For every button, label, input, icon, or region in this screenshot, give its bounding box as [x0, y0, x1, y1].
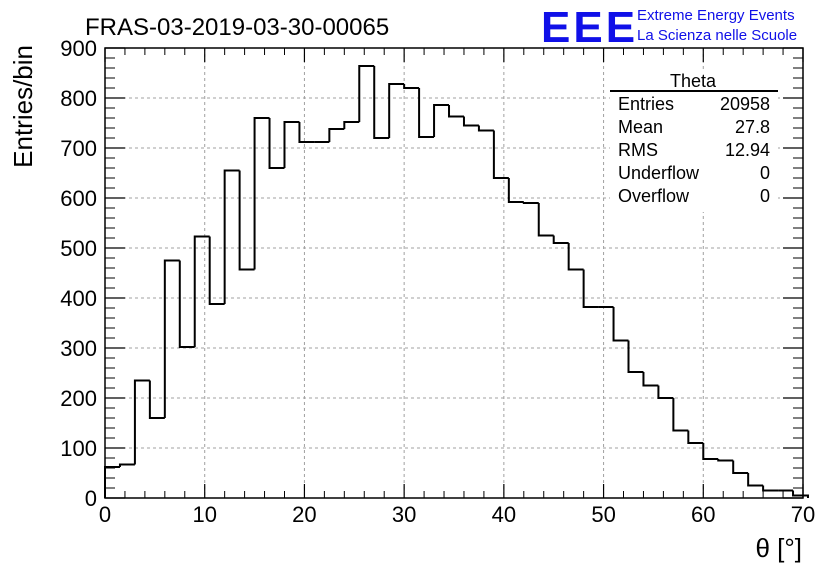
eee-logo-line2: La Scienza nelle Scuole: [637, 27, 797, 44]
histogram-bin: [612, 307, 629, 342]
histogram-bin: [672, 398, 689, 432]
plot-frame: [104, 47, 804, 499]
eee-logo-mark: EEE: [541, 3, 638, 52]
x-tick-label: 60: [691, 502, 715, 527]
stats-entries-value: 20958: [720, 94, 770, 114]
y-tick-label: 400: [60, 286, 97, 311]
histogram-bin: [717, 459, 734, 462]
histogram-bin: [268, 118, 285, 169]
stats-box-background: [610, 72, 778, 212]
histogram-bin: [552, 235, 569, 244]
histogram-bin: [104, 466, 120, 498]
histogram-bin: [298, 122, 315, 143]
x-tick-label: 10: [192, 502, 216, 527]
x-tick-label: 20: [292, 502, 316, 527]
stats-box: Theta Entries 20958 Mean 27.8 RMS 12.94 …: [610, 71, 778, 212]
x-tick-label: 0: [99, 502, 111, 527]
histogram-bin: [373, 66, 390, 139]
stats-rms-label: RMS: [618, 140, 658, 160]
y-tick-label: 900: [60, 36, 97, 61]
stats-mean-label: Mean: [618, 117, 663, 137]
histogram-bin: [732, 460, 749, 474]
stats-underflow-label: Underflow: [618, 163, 700, 183]
y-tick-label: 0: [85, 486, 97, 511]
histogram-bin: [133, 379, 150, 465]
histogram-bin: [328, 128, 345, 142]
histogram-bin: [642, 372, 659, 387]
stats-rms-value: 12.94: [725, 140, 770, 160]
histogram-bin: [448, 105, 464, 118]
histogram-bin: [388, 83, 405, 138]
y-tick-label: 500: [60, 236, 97, 261]
histogram-bin: [358, 65, 375, 122]
histogram-bin: [762, 485, 779, 492]
eee-logo: EEE Extreme Energy Events La Scienza nel…: [541, 3, 797, 52]
histogram-bin: [582, 269, 599, 308]
histogram-bin: [283, 121, 300, 168]
histogram-bin: [223, 169, 240, 304]
stats-mean-value: 27.8: [735, 117, 770, 137]
y-tick-labels: 0 100 200 300 400 500 600 700 800 900: [60, 36, 97, 511]
histogram-bin: [462, 116, 479, 127]
y-tick-label: 100: [60, 436, 97, 461]
histogram-bin: [178, 260, 195, 348]
chart-title: FRAS-03-2019-03-30-00065: [85, 14, 389, 41]
histogram-bin: [687, 430, 704, 444]
x-tick-label: 30: [392, 502, 416, 527]
y-tick-label: 300: [60, 336, 97, 361]
stats-underflow-value: 0: [760, 163, 770, 183]
y-tick-label: 700: [60, 136, 97, 161]
histogram-bin: [507, 178, 524, 203]
eee-logo-line1: Extreme Energy Events: [637, 7, 795, 24]
histogram-bin: [148, 380, 165, 419]
x-tick-label: 40: [492, 502, 516, 527]
y-tick-label: 200: [60, 386, 97, 411]
y-axis-label: Entries/bin: [8, 45, 38, 168]
histogram-bins: [104, 65, 809, 498]
stats-overflow-label: Overflow: [618, 186, 690, 206]
histogram-bin: [238, 170, 255, 271]
histogram-bin: [792, 490, 809, 498]
histogram-bin: [657, 385, 674, 399]
histogram-bin: [403, 84, 420, 89]
x-tick-label: 70: [791, 502, 815, 527]
histogram-bin: [193, 235, 210, 347]
histogram-bin: [343, 121, 360, 129]
y-tick-label: 800: [60, 86, 97, 111]
histogram-bin: [537, 203, 554, 237]
x-tick-label: 50: [591, 502, 615, 527]
stats-entries-label: Entries: [618, 94, 674, 114]
histogram-bin: [567, 243, 584, 271]
histogram-bin: [433, 104, 450, 137]
histogram-bin: [418, 88, 435, 138]
y-tick-label: 600: [60, 186, 97, 211]
stats-overflow-value: 0: [760, 186, 770, 206]
histogram-bin: [477, 125, 494, 132]
histogram-bin: [492, 130, 509, 179]
x-axis-label: θ [°]: [755, 533, 802, 563]
histogram-bin: [702, 443, 719, 460]
stats-title: Theta: [670, 71, 717, 91]
histogram-bin: [627, 340, 644, 373]
histogram-bin: [118, 463, 135, 467]
histogram-bin: [208, 236, 225, 305]
x-tick-labels: 0 10 20 30 40 50 60 70: [99, 502, 815, 527]
histogram-bin: [163, 259, 180, 418]
histogram-bin: [522, 202, 539, 204]
histogram-bin: [253, 117, 270, 270]
histogram-bin: [747, 473, 764, 487]
